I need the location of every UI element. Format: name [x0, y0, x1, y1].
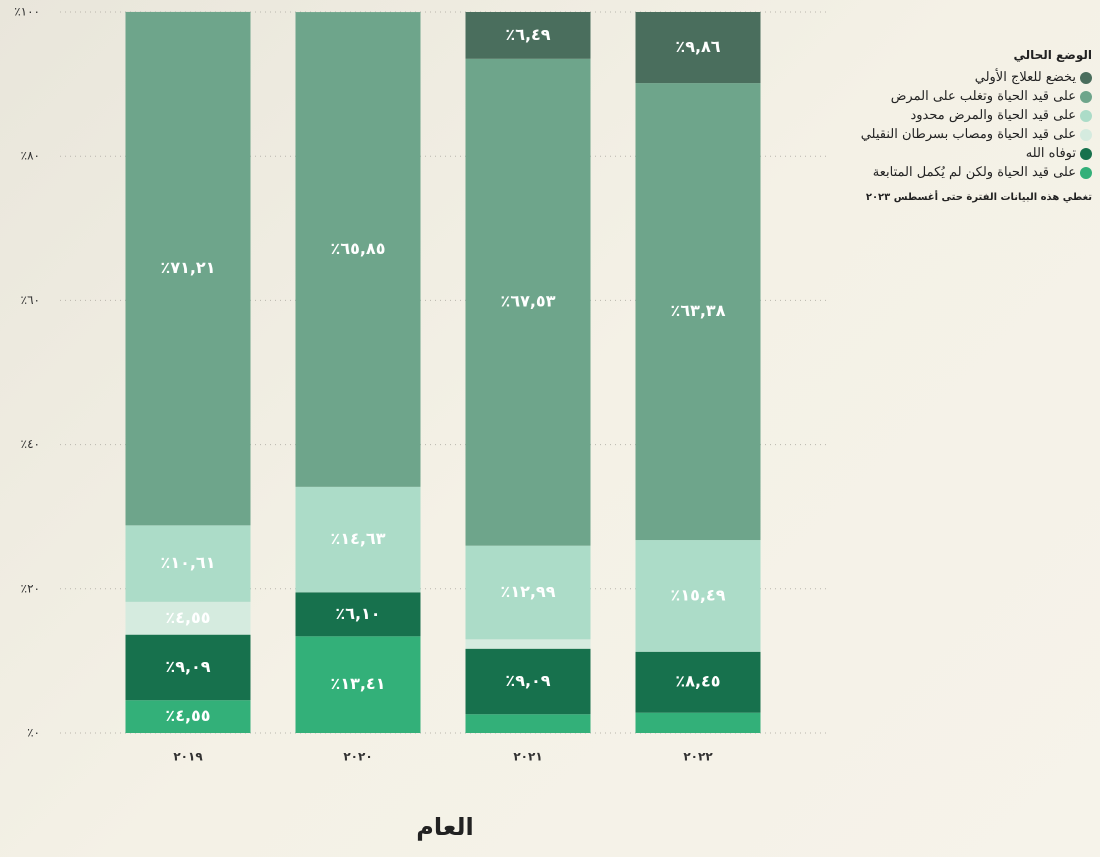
- legend-label: على قيد الحياة وتغلب على المرض: [890, 89, 1076, 104]
- legend-label: على قيد الحياة والمرض محدود: [910, 108, 1076, 123]
- value-label: ٪٦,١٠: [335, 604, 380, 623]
- legend-items: يخضع للعلاج الأولي على قيد الحياة وتغلب ع…: [792, 68, 1092, 182]
- y-tick-label: ٪٤٠: [21, 437, 40, 451]
- y-tick-label: ٪١٠٠: [14, 5, 40, 19]
- bar-segment: [125, 11, 251, 526]
- bar-segment: [465, 545, 591, 640]
- bar-segment: [635, 712, 761, 733]
- legend-marker: [1080, 166, 1092, 179]
- bar-segment: [465, 648, 591, 715]
- bar-segment: [635, 651, 761, 713]
- value-label: ٪٤,٥٥: [165, 608, 210, 627]
- bar-segment: [125, 634, 251, 701]
- y-tick-label: ٪٢٠: [21, 581, 40, 595]
- value-label: ٪٩,٨٦: [675, 37, 720, 56]
- bar-segment: [295, 636, 421, 733]
- legend-item: على قيد الحياة والمرض محدود: [792, 106, 1092, 125]
- bar-segment: [465, 58, 591, 546]
- x-axis-title: العام: [416, 813, 473, 841]
- y-tick-label: ٪٨٠: [21, 149, 40, 163]
- value-label: ٪٧١,٢١: [161, 258, 216, 277]
- legend-marker: [1080, 71, 1092, 84]
- x-tick-label: ٢٠١٩: [173, 750, 203, 764]
- value-label: ٪٦٧,٥٣: [501, 292, 556, 311]
- legend-marker: [1080, 128, 1092, 141]
- value-label: ٪٦٥,٨٥: [331, 239, 386, 258]
- value-label: ٪١٢,٩٩: [501, 582, 556, 601]
- bar-segment: [125, 601, 251, 635]
- value-label: ٪١٠,٦١: [161, 553, 216, 572]
- bar-segment: [295, 486, 421, 593]
- value-label: ٪٤,٥٥: [165, 706, 210, 725]
- bar-segment: [295, 12, 421, 487]
- legend-item: يخضع للعلاج الأولي: [792, 68, 1092, 87]
- value-label: ٪٩,٠٩: [165, 657, 210, 676]
- bar-segment: [635, 83, 761, 541]
- bar-segment: [295, 592, 421, 637]
- value-label: ٪٩,٠٩: [505, 671, 550, 690]
- x-tick-label: ٢٠٢٠: [343, 750, 372, 764]
- legend-item: على قيد الحياة ومصاب بسرطان النقيلي: [792, 125, 1092, 144]
- value-label: ٪٦٣,٣٨: [671, 301, 726, 320]
- legend-marker: [1080, 109, 1092, 122]
- legend-item: توفاه الله: [792, 144, 1092, 163]
- legend-label: على قيد الحياة ومصاب بسرطان النقيلي: [860, 127, 1076, 142]
- bar-segment: [465, 714, 591, 733]
- note: تغطي هذه البيانات الفترة حتى أغسطس ٢٠٢٣: [865, 192, 1092, 203]
- legend-label: يخضع للعلاج الأولي: [974, 70, 1076, 85]
- value-label: ٪١٥,٤٩: [671, 585, 726, 604]
- bar-segment: [465, 639, 591, 649]
- bar-segment: [635, 540, 761, 652]
- legend-marker: [1080, 90, 1092, 103]
- x-tick-label: ٢٠٢١: [513, 750, 542, 764]
- legend-item: على قيد الحياة ولكن لم يُكمل المتابعة: [792, 163, 1092, 182]
- legend-label: توفاه الله: [1025, 146, 1076, 161]
- bar-segment: [465, 12, 591, 59]
- value-label: ٪٦,٤٩: [505, 25, 550, 44]
- legend-label: على قيد الحياة ولكن لم يُكمل المتابعة: [872, 165, 1076, 180]
- legend-marker: [1080, 147, 1092, 160]
- bar-segment: [125, 700, 251, 733]
- legend-item: على قيد الحياة وتغلب على المرض: [792, 87, 1092, 106]
- bar-segment: [635, 12, 761, 84]
- bar-segment: [125, 525, 251, 602]
- y-tick-label: ٪٠: [27, 726, 40, 740]
- value-label: ٪٨,٤٥: [675, 672, 720, 691]
- value-label: ٪١٤,٦٣: [331, 529, 386, 548]
- value-label: ٪١٣,٤١: [331, 674, 386, 693]
- legend-title: الوضع الحالي: [1013, 48, 1092, 62]
- legend: الوضع الحالي يخضع للعلاج الأولي على قيد ا…: [792, 48, 1092, 203]
- x-tick-label: ٢٠٢٢: [683, 750, 713, 764]
- y-tick-label: ٪٦٠: [21, 293, 40, 307]
